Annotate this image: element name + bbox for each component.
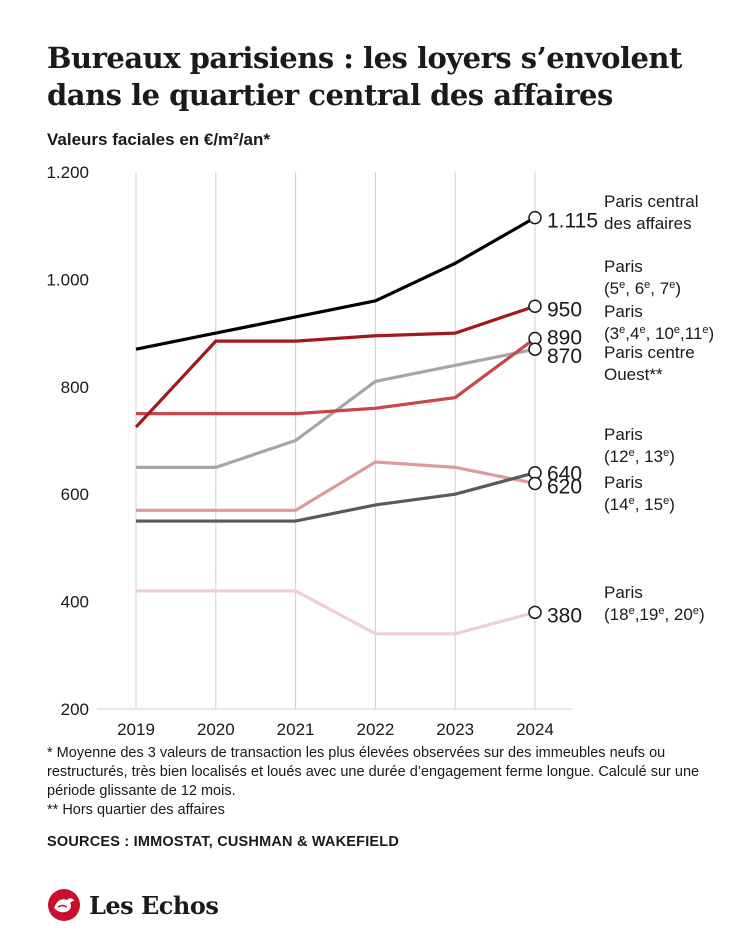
series-label: Paris central des affaires: [604, 192, 698, 233]
series-line-4: [136, 471, 536, 523]
footnote-1: * Moyenne des 3 valeurs de transaction l…: [47, 745, 700, 799]
series-label: Paris (12e, 13e): [604, 425, 675, 466]
series-line-3: [136, 347, 536, 469]
endpoint-marker: [528, 210, 542, 225]
series-label: Paris centre Ouest**: [604, 343, 695, 384]
end-value-label: 950: [547, 298, 582, 321]
series-line-0: [135, 216, 536, 351]
series-label: Paris (3e,4e, 10e,11e): [604, 302, 714, 343]
x-axis: 2019 2020 2021 2022 2023 2024: [117, 720, 554, 739]
series-label-line: Paris: [604, 583, 643, 602]
y-tick-label: 1.200: [46, 163, 89, 182]
les-echos-rooster-icon: [48, 889, 80, 921]
series-label-line: des affaires: [604, 214, 692, 233]
series-label-line: Paris centre: [604, 343, 695, 362]
y-axis: 200 400 600 800 1.000 1.200: [46, 163, 89, 719]
series-label-line: (18e,19e, 20e): [604, 605, 705, 624]
series-label-line: (5e, 6e, 7e): [604, 279, 681, 298]
series-label-line: (14e, 15e): [604, 495, 675, 514]
chart-title: Bureaux parisiens : les loyers s’envolen…: [47, 41, 682, 112]
end-value-label: 890: [547, 326, 582, 349]
series-label-line: Paris: [604, 257, 643, 276]
x-tick-label: 2023: [436, 720, 474, 739]
end-value-label: 620: [547, 475, 582, 498]
series-label-line: Paris: [604, 425, 643, 444]
x-tick-label: 2019: [117, 720, 155, 739]
endpoint-marker: [528, 476, 542, 491]
footnotes: * Moyenne des 3 valeurs de transaction l…: [47, 744, 727, 820]
footnote-2: ** Hors quartier des affaires: [47, 802, 225, 818]
end-value-label: 870: [547, 345, 582, 368]
series-label: Paris (18e,19e, 20e): [604, 583, 705, 624]
end-value-label: 640: [547, 463, 582, 486]
y-tick-label: 600: [61, 485, 89, 504]
brand-name: Les Echos: [89, 890, 219, 920]
y-tick-label: 200: [61, 700, 89, 719]
series-line-1: [134, 304, 536, 429]
endpoint-marker: [528, 342, 542, 356]
x-tick-label: 2022: [356, 720, 394, 739]
series-line-2: [136, 337, 536, 416]
end-value-label: 380: [547, 604, 582, 627]
y-tick-label: 1.000: [46, 270, 89, 289]
endpoint-marker: [528, 605, 542, 620]
series-line-5: [136, 460, 536, 512]
chart-subtitle: Valeurs faciales en €/m²/an*: [47, 130, 271, 149]
series-label-line: Paris: [604, 473, 643, 492]
x-tick-label: 2021: [277, 720, 315, 739]
series-label-line: (12e, 13e): [604, 447, 675, 466]
sources: SOURCES : IMMOSTAT, CUSHMAN & WAKEFIELD: [47, 834, 400, 850]
series-label-line: Paris central: [604, 192, 698, 211]
endpoint-marker: [528, 299, 542, 313]
x-tick-label: 2024: [516, 720, 554, 739]
y-tick-label: 400: [61, 593, 89, 612]
x-tick-label: 2020: [197, 720, 235, 739]
series-label: Paris (14e, 15e): [604, 473, 675, 514]
grid-lines: [97, 172, 572, 710]
series-label-line: (3e,4e, 10e,11e): [604, 324, 714, 343]
series-line-6: [136, 589, 536, 636]
series-label-line: Paris: [604, 302, 643, 321]
series-label: Paris (5e, 6e, 7e): [604, 257, 681, 298]
end-value-label: 1.115: [547, 210, 598, 233]
brand-logo: Les Echos: [47, 888, 219, 922]
series-lines: [134, 216, 536, 636]
y-tick-label: 800: [61, 378, 89, 397]
series-label-line: Ouest**: [604, 365, 663, 384]
series-labels: Paris central des affaires Paris (5e, 6e, 7…: [604, 192, 714, 624]
